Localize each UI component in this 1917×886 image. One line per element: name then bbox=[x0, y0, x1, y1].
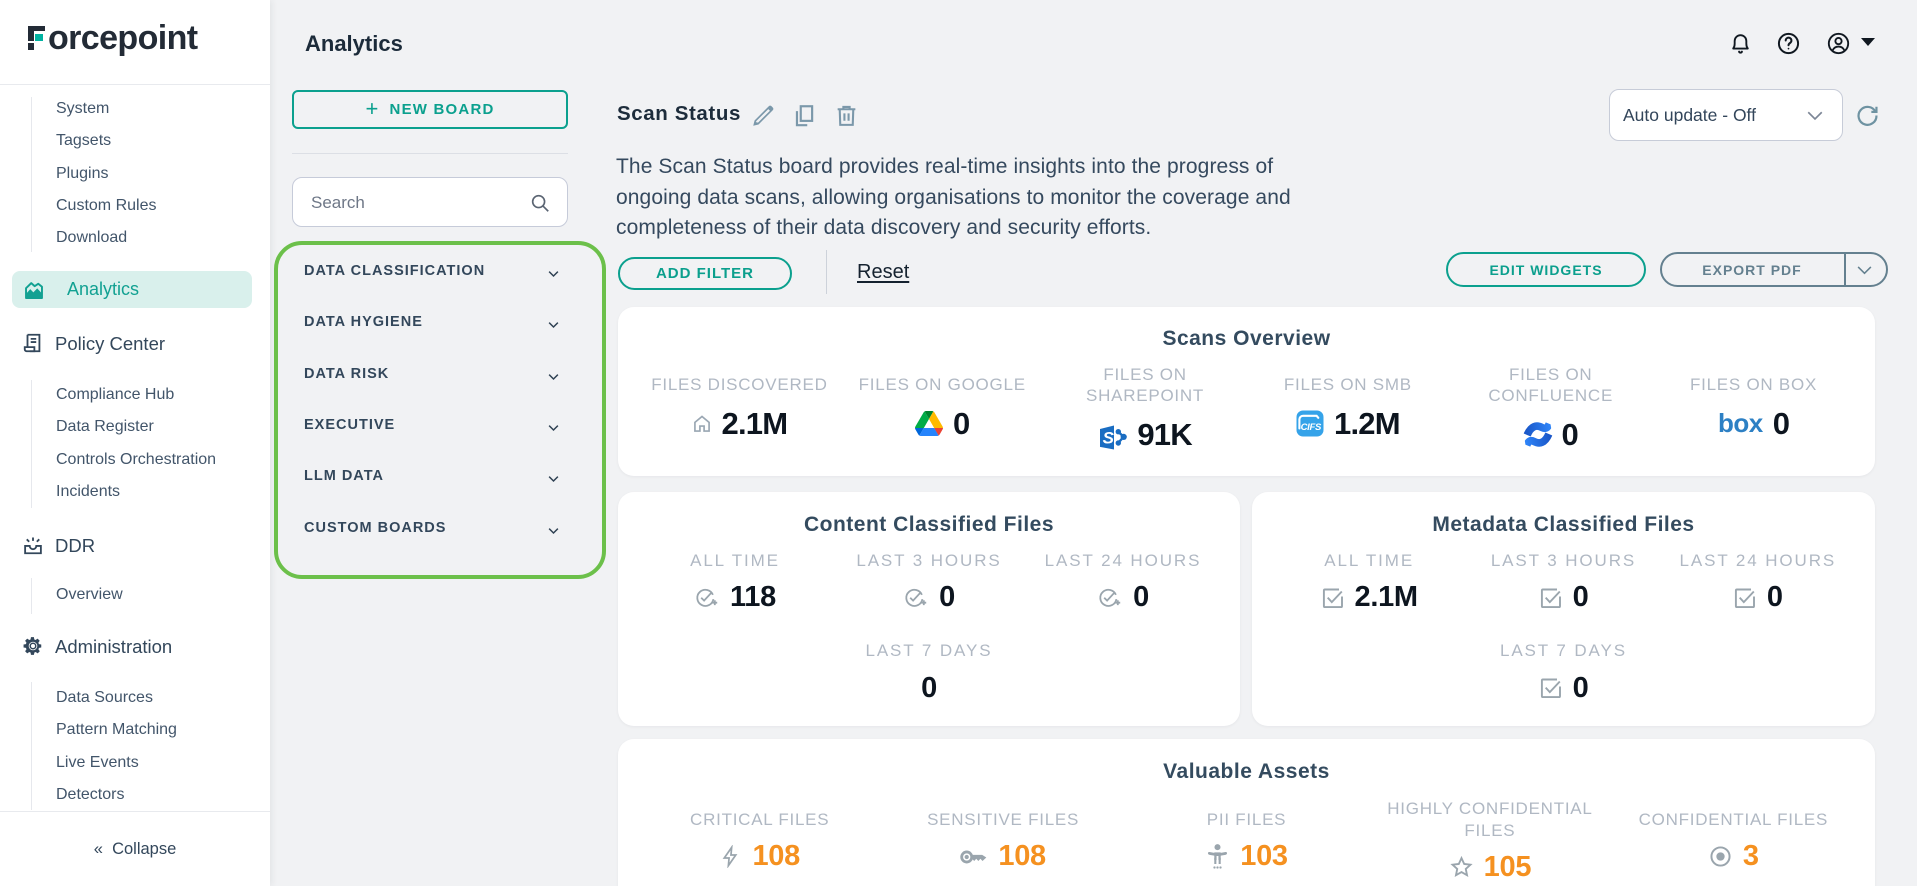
svg-text:CIFS: CIFS bbox=[1301, 422, 1322, 433]
svg-text:S: S bbox=[1103, 429, 1115, 448]
